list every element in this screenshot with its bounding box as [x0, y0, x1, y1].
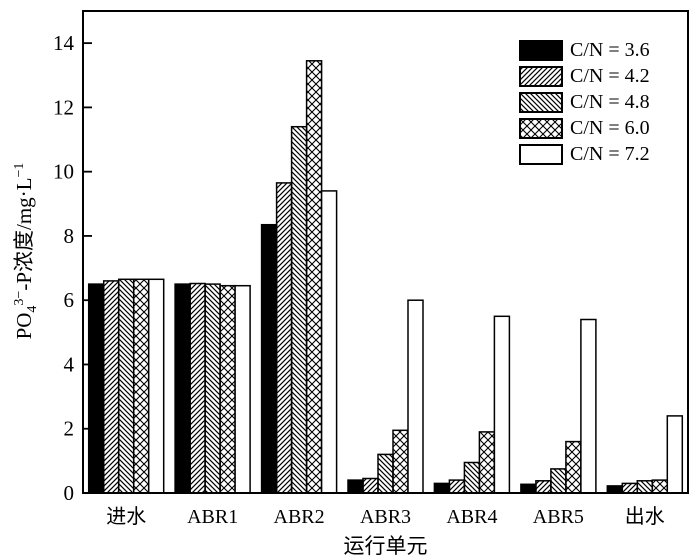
x-category-label: ABR3: [360, 506, 411, 528]
legend-swatch-rect: [519, 143, 563, 165]
bar-group2-series0: [260, 223, 278, 494]
legend-swatch: [519, 117, 563, 139]
bar-group1-series3: [219, 284, 236, 494]
bar-group3-series0: [347, 479, 364, 494]
x-category-label: 进水: [106, 505, 146, 528]
bar-group4-series4: [493, 315, 511, 494]
legend-item-3: C/N = 6.0: [519, 115, 650, 141]
bar-group0-series4: [147, 278, 165, 494]
bar-group6-series0: [606, 485, 624, 494]
legend-item-1: C/N = 4.2: [519, 63, 650, 89]
bar-group3-series1: [362, 477, 379, 494]
legend-swatch: [519, 65, 563, 87]
bar-group1-series0: [174, 283, 191, 494]
legend-label: C/N = 4.2: [570, 64, 650, 87]
x-category-label: 出水: [625, 505, 665, 528]
bar-group6-series2: [636, 480, 654, 494]
legend-swatch: [519, 39, 563, 61]
bar-group5-series2: [550, 468, 567, 494]
legend-label: C/N = 3.6: [570, 38, 650, 61]
legend-swatch-rect: [519, 65, 563, 87]
legend-swatch: [519, 91, 563, 113]
bar-group3-series2: [377, 453, 394, 494]
y-axis-title-superscript: −1: [12, 162, 27, 178]
x-category-label: ABR1: [187, 506, 238, 528]
bar-group3-series3: [392, 429, 409, 494]
legend-item-0: C/N = 3.6: [519, 37, 650, 63]
y-axis-title: PO43−-P浓度/mg·L−1: [5, 16, 40, 486]
bar-group4-series2: [463, 461, 481, 494]
bar-group5-series4: [580, 318, 597, 494]
x-category-label: ABR4: [446, 506, 497, 528]
bar-group2-series3: [305, 60, 323, 494]
bar-group2-series2: [290, 125, 308, 494]
x-category-label: ABR2: [274, 506, 325, 528]
y-axis-title-text: -P浓度/mg·L: [12, 177, 36, 291]
bar-group6-series3: [651, 479, 669, 494]
y-tick-label: 14: [53, 31, 75, 55]
bar-group5-series0: [520, 483, 537, 494]
legend-swatch-rect: [519, 117, 563, 139]
legend-swatch-rect: [519, 91, 563, 113]
bar-group5-series1: [535, 480, 552, 494]
y-tick-label: 4: [64, 352, 75, 376]
legend-label: C/N = 6.0: [570, 116, 650, 139]
legend-label: C/N = 7.2: [570, 142, 650, 165]
bar-group0-series2: [117, 278, 135, 494]
y-tick-label: 8: [64, 224, 75, 248]
bar-group4-series3: [478, 431, 496, 494]
bar-group4-series1: [448, 479, 466, 494]
legend-item-4: C/N = 7.2: [519, 141, 650, 167]
bar-group6-series4: [666, 415, 684, 494]
bar-group0-series3: [132, 278, 150, 494]
plot-frame: [82, 10, 689, 494]
bar-group1-series1: [189, 282, 206, 494]
bar-group3-series4: [407, 299, 424, 494]
bar-group1-series2: [204, 283, 221, 494]
x-category-label: ABR5: [533, 506, 584, 528]
bar-group5-series3: [565, 440, 582, 494]
y-tick-label: 12: [53, 95, 74, 119]
bar-group6-series1: [621, 482, 639, 494]
y-axis-title-text: PO: [12, 312, 36, 340]
y-tick-label: 10: [53, 160, 74, 184]
x-axis-title: 运行单元: [343, 534, 428, 558]
bar-group0-series0: [87, 283, 105, 494]
legend-label: C/N = 4.8: [570, 90, 650, 113]
y-axis-title-subscript: 4: [25, 305, 41, 313]
legend-item-2: C/N = 4.8: [519, 89, 650, 115]
legend-swatch: [519, 143, 563, 165]
bar-group2-series1: [275, 182, 293, 494]
bar-group1-series4: [234, 284, 251, 494]
y-tick-label: 0: [64, 481, 75, 505]
bar-group0-series1: [102, 280, 120, 494]
legend: C/N = 3.6 C/N = 4.2 C/N = 4.8 C/N = 6.0 C/N …: [519, 37, 650, 167]
legend-swatch-rect: [519, 39, 563, 61]
bar-group4-series0: [433, 482, 451, 494]
y-tick-label: 2: [64, 417, 75, 441]
y-axis-title-superscript: 3−: [12, 290, 27, 306]
bar-group2-series4: [320, 190, 338, 494]
y-tick-label: 6: [64, 288, 75, 312]
